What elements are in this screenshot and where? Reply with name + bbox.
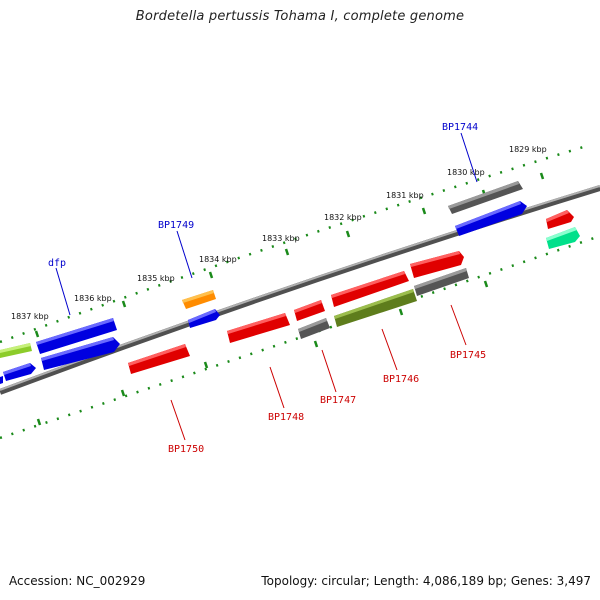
gene-label-bp1744[interactable]: BP1744	[442, 122, 478, 133]
kbp-label-1834: 1834 kbp	[199, 255, 237, 264]
feature-blue-tip-left[interactable]	[0, 376, 3, 384]
feature-bp1747-gray[interactable]	[298, 318, 330, 339]
feature-dfp-blue[interactable]	[36, 318, 117, 354]
inner-major-ticks	[36, 280, 489, 426]
bp1746-connector	[381, 328, 398, 371]
kbp-label-1833: 1833 kbp	[262, 234, 300, 243]
feature-bp1746-red[interactable]	[331, 271, 409, 307]
feature-bp1745-red[interactable]	[410, 251, 464, 278]
gene-label-bp1749[interactable]: BP1749	[158, 220, 194, 231]
gene-label-bp1746[interactable]: BP1746	[383, 374, 419, 385]
genome-backbone	[0, 185, 600, 395]
feature-blue-upper-right[interactable]	[455, 201, 527, 236]
feature-bp1745-gray[interactable]	[414, 268, 469, 296]
kbp-label-1837: 1837 kbp	[11, 312, 49, 321]
gene-label-bp1745[interactable]: BP1745	[450, 350, 486, 361]
bp1750-connector	[170, 399, 186, 441]
bp1749-connector	[176, 230, 193, 279]
feature-red-far-right[interactable]	[546, 210, 574, 229]
bp1747-connector	[321, 349, 337, 393]
feature-bp1749-blue[interactable]	[188, 309, 220, 328]
gene-label-bp1748[interactable]: BP1748	[268, 412, 304, 423]
kbp-label-1832: 1832 kbp	[324, 213, 362, 222]
feature-bp1750-red[interactable]	[128, 344, 190, 374]
kbp-label-1830: 1830 kbp	[447, 168, 485, 177]
feature-blue-edge-left[interactable]	[3, 363, 36, 381]
feature-bp1747-red[interactable]	[294, 300, 325, 321]
kbp-label-1831: 1831 kbp	[386, 191, 424, 200]
gene-label-dfp[interactable]: dfp	[48, 258, 66, 269]
outer-major-ticks	[34, 172, 545, 338]
kbp-label-1836: 1836 kbp	[74, 294, 112, 303]
bp1745-connector	[450, 304, 467, 346]
kbp-label-1829: 1829 kbp	[509, 145, 547, 154]
gene-label-bp1747[interactable]: BP1747	[320, 395, 356, 406]
kbp-label-1835: 1835 kbp	[137, 274, 175, 283]
feature-blue-lower-left[interactable]	[41, 337, 120, 370]
feature-bp1748-red[interactable]	[227, 313, 290, 343]
feature-bp1744-gray[interactable]	[448, 181, 523, 214]
feature-bp1746-olive[interactable]	[334, 289, 417, 327]
feature-lime-left[interactable]	[0, 343, 32, 358]
gene-label-bp1750[interactable]: BP1750	[168, 444, 204, 455]
accession-text: Accession: NC_002929	[9, 574, 146, 588]
bp1744-connector	[460, 132, 478, 183]
bp1748-connector	[269, 366, 285, 409]
feature-teal-far-right[interactable]	[546, 227, 580, 249]
genome-summary-text: Topology: circular; Length: 4,086,189 bp…	[261, 574, 591, 588]
map-title: Bordetella pertussis Tohama I, complete …	[135, 9, 465, 24]
feature-bp1749-orange[interactable]	[182, 290, 216, 309]
dfp-connector	[55, 267, 71, 316]
